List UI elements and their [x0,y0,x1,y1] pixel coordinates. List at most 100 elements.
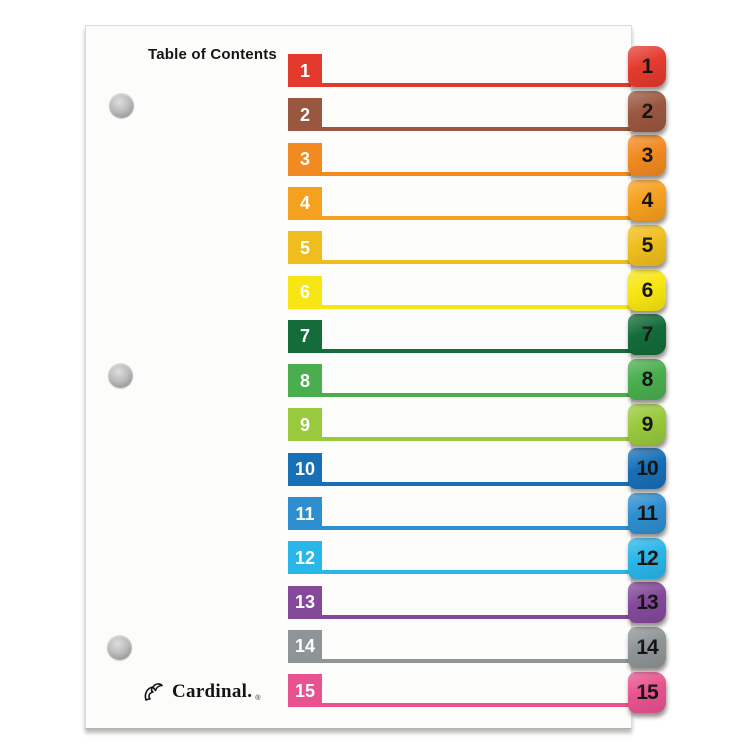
tab-number: 2 [641,99,654,123]
row-rule-line [288,215,631,220]
row-rule-line [288,437,631,442]
row-rule-line [288,127,631,132]
tab-number: 8 [641,367,654,391]
toc-row: 15 [288,674,631,708]
page-title: Table of Contents [148,46,277,63]
brand-logo: Cardinal. ® [141,679,260,705]
row-rule-line [288,83,631,87]
row-rule-line [288,393,631,398]
toc-row: 1 [288,54,631,87]
row-number-box: 11 [288,497,322,530]
toc-row: 12 [288,541,631,575]
tab-number: 9 [641,412,654,436]
tab-number: 10 [636,457,658,481]
toc-row: 4 [288,186,631,220]
row-rule-line [288,260,631,265]
row-rule-line [288,304,631,309]
tab-number: 5 [641,233,654,257]
toc-row: 11 [288,497,631,530]
index-tab: 9 [628,403,666,445]
index-tab: 8 [628,358,666,400]
punch-hole-middle [108,363,133,388]
tab-number: 3 [641,144,654,168]
index-tab: 3 [628,135,666,177]
index-tab: 10 [628,448,666,490]
divider-sheet: Table of Contents 1 2 3 4 5 6 7 8 9 10 11 12 13 14 15 … [85,25,632,729]
toc-row: 7 [288,319,631,353]
row-rule-line [288,658,631,663]
row-rule-line [288,526,631,530]
tab-number: 1 [641,55,654,78]
row-number-box: 3 [288,142,322,176]
index-tab: 12 [628,537,666,579]
brand-name: Cardinal. [172,681,253,702]
tab-number: 11 [636,502,658,525]
tab-number: 14 [636,636,658,660]
tab-number: 15 [636,680,658,704]
index-tab: 2 [628,90,666,132]
index-tab: 7 [628,314,666,356]
toc-row: 3 [288,142,631,176]
toc-row: 8 [288,364,631,398]
row-rule-line [288,703,631,708]
row-number: 7 [299,326,310,347]
row-rule-line [288,614,631,619]
index-tab: 14 [628,627,666,669]
index-tab: 15 [628,671,666,713]
row-number: 2 [299,104,310,125]
row-number: 15 [294,680,316,701]
tab-number: 13 [636,591,658,615]
toc-row: 14 [288,629,631,663]
row-number-box: 15 [288,674,322,708]
tab-number: 4 [641,189,654,213]
row-number-box: 2 [288,98,322,132]
row-number: 14 [294,636,316,657]
row-number: 10 [294,459,316,480]
toc-row: 6 [288,275,631,309]
row-number-box: 14 [288,629,322,663]
row-number-box: 4 [288,186,322,220]
row-number: 4 [299,193,310,214]
toc-row: 2 [288,98,631,132]
row-number-box: 5 [288,231,322,265]
row-number: 1 [299,60,310,81]
row-number-box: 12 [288,541,322,575]
cardinal-bird-icon [144,683,163,701]
row-number-box: 13 [288,585,322,619]
toc-row: 5 [288,231,631,265]
index-tab: 6 [628,269,666,311]
registered-mark: ® [255,695,261,702]
row-number: 6 [299,282,310,302]
row-rule-line [288,481,631,486]
row-number-box: 1 [288,54,322,87]
tab-number: 12 [636,546,658,570]
row-number: 9 [299,414,310,435]
row-number-box: 9 [288,408,322,442]
row-number: 12 [294,547,316,568]
row-rule-line [288,570,631,575]
row-number-box: 10 [288,452,322,486]
toc-row: 10 [288,452,631,486]
tab-number: 7 [641,323,654,347]
row-number-box: 7 [288,319,322,353]
row-number: 11 [295,503,315,524]
row-number-box: 8 [288,364,322,398]
index-tab: 4 [628,180,666,222]
index-tab: 11 [628,493,666,534]
punch-hole-top [109,93,134,118]
row-number: 8 [299,370,310,391]
row-number: 13 [294,592,316,613]
index-tab: 5 [628,224,666,266]
row-rule-line [288,348,631,353]
toc-row: 9 [288,408,631,442]
toc-row: 13 [288,585,631,619]
row-rule-line [288,171,631,176]
row-number: 3 [299,149,310,170]
tab-number: 6 [641,278,654,302]
index-tab: 13 [628,582,666,624]
row-number-box: 6 [288,275,322,309]
punch-hole-bottom [107,635,132,660]
row-number: 5 [299,237,310,258]
index-tab: 1 [628,46,666,87]
